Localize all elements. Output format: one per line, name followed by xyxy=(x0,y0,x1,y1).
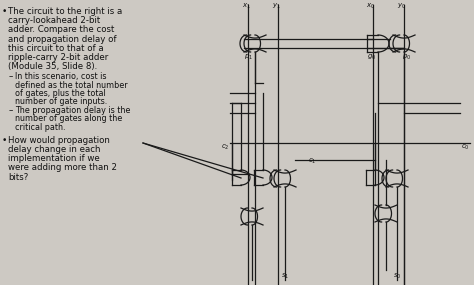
Text: $p_1$: $p_1$ xyxy=(244,53,253,62)
Text: The propagation delay is the: The propagation delay is the xyxy=(15,106,130,115)
Text: number of gate inputs.: number of gate inputs. xyxy=(15,97,107,106)
Text: were adding more than 2: were adding more than 2 xyxy=(8,163,117,172)
Text: $y_0$: $y_0$ xyxy=(397,2,407,11)
Text: bits?: bits? xyxy=(8,173,28,182)
Text: $p_0$: $p_0$ xyxy=(402,53,411,62)
Text: $c_0$: $c_0$ xyxy=(461,142,470,152)
Text: implementation if we: implementation if we xyxy=(8,154,100,163)
Text: number of gates along the: number of gates along the xyxy=(15,114,122,123)
Text: •: • xyxy=(2,136,8,145)
Text: •: • xyxy=(2,7,8,16)
Text: delay change in each: delay change in each xyxy=(8,145,100,154)
Text: $c_2$: $c_2$ xyxy=(220,142,229,152)
Text: –: – xyxy=(9,106,13,115)
Text: (Module 35, Slide 8).: (Module 35, Slide 8). xyxy=(8,62,97,71)
Text: $y_1$: $y_1$ xyxy=(272,2,281,11)
Text: How would propagation: How would propagation xyxy=(8,136,110,145)
Text: $s_1$: $s_1$ xyxy=(281,272,289,281)
Text: $g_0$: $g_0$ xyxy=(367,53,376,62)
Text: carry-lookahead 2-bit: carry-lookahead 2-bit xyxy=(8,16,100,25)
Text: In this scenario, cost is: In this scenario, cost is xyxy=(15,72,107,82)
Text: $x_1$: $x_1$ xyxy=(242,2,250,11)
Text: The circuit to the right is a: The circuit to the right is a xyxy=(8,7,122,16)
Text: –: – xyxy=(9,72,13,82)
Text: $x_0$: $x_0$ xyxy=(366,2,375,11)
Text: ripple-carry 2-bit adder: ripple-carry 2-bit adder xyxy=(8,53,108,62)
Text: adder. Compare the cost: adder. Compare the cost xyxy=(8,25,114,34)
Text: critical path.: critical path. xyxy=(15,123,65,132)
Text: $s_0$: $s_0$ xyxy=(393,272,401,281)
Text: of gates, plus the total: of gates, plus the total xyxy=(15,89,106,98)
Text: defined as the total number: defined as the total number xyxy=(15,81,128,89)
Text: and propagation delay of: and propagation delay of xyxy=(8,34,117,44)
Text: $c_1$: $c_1$ xyxy=(308,156,317,166)
Text: this circuit to that of a: this circuit to that of a xyxy=(8,44,104,53)
